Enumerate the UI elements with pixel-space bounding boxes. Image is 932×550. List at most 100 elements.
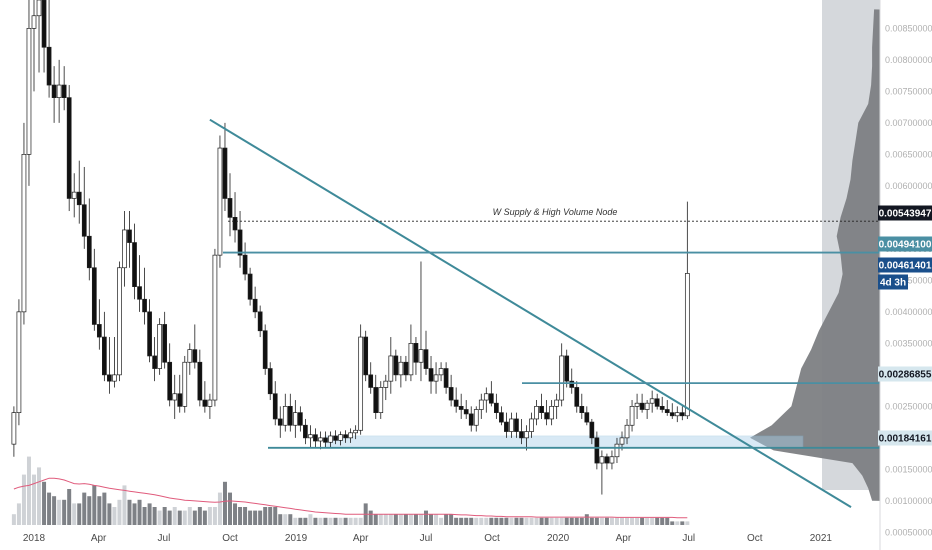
x-tick-label: Apr: [353, 533, 369, 544]
candle-body: [252, 298, 258, 313]
volume-bar: [97, 496, 102, 525]
volume-bars: [11, 456, 690, 525]
volume-bar: [554, 517, 559, 525]
y-tick-label: 0.00800000: [885, 55, 932, 65]
volume-bar: [298, 517, 303, 525]
volume-bar: [87, 496, 92, 525]
volume-bar: [222, 481, 227, 525]
candle-body: [378, 387, 384, 414]
candle-body: [654, 398, 660, 407]
volume-bar: [132, 503, 137, 525]
volume-bar: [650, 517, 655, 525]
volume-bar: [408, 514, 413, 525]
volume-bar: [524, 517, 529, 525]
candle-body: [277, 418, 283, 426]
candle-body: [207, 399, 213, 407]
volume-bar: [167, 510, 172, 525]
candle-body: [438, 368, 444, 376]
candle-body: [679, 412, 685, 417]
candle-body: [46, 46, 52, 86]
volume-bar: [685, 521, 690, 525]
y-tick-label: 0.00050000: [885, 527, 932, 537]
candle-body: [614, 443, 620, 458]
volume-bar: [599, 517, 604, 525]
candle-body: [649, 398, 655, 404]
candle-body: [61, 84, 67, 99]
volume-bar: [57, 499, 62, 525]
x-tick-label: Oct: [747, 533, 763, 544]
y-tick-label: 0.00400000: [885, 307, 932, 317]
volume-bar: [283, 514, 288, 525]
price-label-box: [878, 274, 908, 290]
volume-bar: [187, 507, 192, 525]
candle-body: [609, 456, 615, 464]
candle-body: [473, 409, 479, 426]
candle-body: [313, 434, 318, 442]
candle-body: [262, 330, 268, 369]
volume-bar: [449, 514, 454, 525]
candle-body: [117, 267, 122, 376]
candle-body: [644, 402, 650, 410]
price-labels: 0.00543947 0.00494100 0.00461401 4d 3h 0.002…: [878, 205, 932, 446]
volume-bar: [675, 521, 680, 525]
volume-bar: [263, 507, 268, 525]
candle-body: [242, 254, 248, 275]
volume-bar: [434, 514, 439, 525]
candle-body: [373, 387, 379, 414]
candle-body: [86, 235, 92, 269]
time-axis: 2018 Apr Jul Oct 2019 Apr Jul Oct 2020 Apr Jul Oct 2…: [23, 533, 833, 544]
volume-bar: [640, 517, 645, 525]
candle-body: [504, 421, 509, 432]
volume-bar: [534, 517, 539, 525]
y-tick-label: 0.00750000: [885, 86, 932, 96]
volume-bar: [429, 514, 434, 525]
volume-bar: [328, 517, 333, 525]
volume-bar: [122, 485, 127, 525]
price-label-box: [878, 205, 932, 221]
candle-body: [177, 393, 183, 407]
candle-body: [468, 413, 474, 426]
candle-body: [594, 437, 600, 464]
volume-bar: [258, 510, 263, 525]
volume-bar: [358, 517, 363, 525]
volume-bar: [604, 517, 609, 525]
volume-bar: [202, 510, 207, 525]
candle-body: [11, 412, 17, 445]
volume-bar: [182, 510, 187, 525]
candle-body: [257, 311, 263, 332]
price-label-text: 0.00461401: [879, 261, 932, 272]
volume-bar: [645, 517, 650, 525]
volume-bar: [373, 514, 378, 525]
candle-body: [102, 336, 107, 376]
volume-bar: [549, 517, 554, 525]
candle-body: [167, 361, 173, 401]
volume-bar: [72, 503, 77, 525]
candle-body: [81, 204, 87, 237]
candle-body: [26, 28, 32, 155]
candle-body: [554, 399, 560, 407]
candle-body: [122, 229, 127, 269]
candle-body: [428, 368, 434, 382]
volume-bar: [162, 507, 167, 525]
volume-ma-line: [13, 477, 688, 519]
candle-body: [21, 154, 27, 313]
volume-bar: [293, 517, 298, 525]
candle-body: [348, 432, 353, 439]
candle-body: [343, 434, 348, 439]
x-tick-label: 2021: [810, 533, 833, 544]
candle-body: [227, 198, 233, 218]
candle-body: [328, 435, 333, 443]
volume-bar: [539, 517, 544, 525]
candle-body: [544, 412, 549, 420]
candle-body: [599, 456, 605, 464]
candle-body: [509, 418, 514, 432]
candle-body: [51, 84, 57, 99]
candle-body: [91, 267, 97, 325]
volume-bar: [313, 517, 318, 525]
volume-bar: [107, 503, 112, 525]
candle-body: [524, 431, 529, 439]
volume-bar: [504, 517, 509, 525]
volume-bar: [177, 510, 182, 525]
candle-body: [403, 361, 409, 376]
volume-bar: [192, 510, 197, 525]
